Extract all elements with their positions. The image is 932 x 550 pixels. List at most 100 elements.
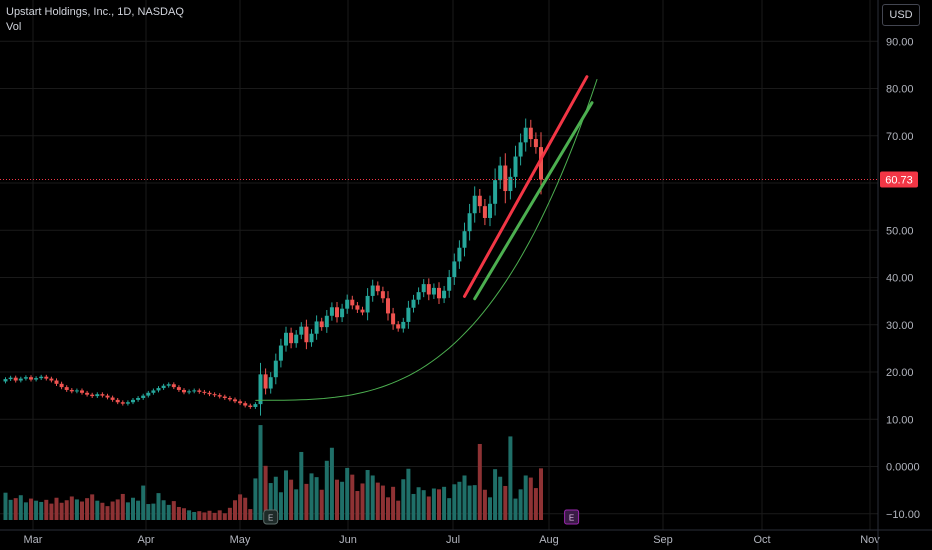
volume-bar xyxy=(278,492,283,520)
volume-bar xyxy=(54,497,59,520)
candle-body xyxy=(401,321,406,329)
volume-bar xyxy=(156,493,161,520)
candle-body xyxy=(192,390,197,392)
candle-body xyxy=(44,376,49,379)
candle-body xyxy=(141,395,146,398)
price-axis-label: 30.00 xyxy=(886,320,914,332)
candle-body xyxy=(294,334,299,344)
candle-body xyxy=(350,299,355,306)
candle-body xyxy=(467,213,472,232)
candle-body xyxy=(151,390,156,393)
volume-bar xyxy=(248,509,253,520)
earnings-marker-label: E xyxy=(268,514,273,523)
volume-bar xyxy=(110,501,115,520)
candle-body xyxy=(493,180,498,204)
resistance-trendline[interactable] xyxy=(463,75,589,298)
volume-bar xyxy=(176,506,181,520)
volume-bar xyxy=(136,500,141,520)
volume-bar xyxy=(523,475,528,520)
volume-bar xyxy=(340,481,345,520)
candle-body xyxy=(442,290,447,299)
date-axis-label: Jul xyxy=(446,534,460,546)
candle-body xyxy=(447,277,452,291)
candle-body xyxy=(80,390,84,393)
volume-bar xyxy=(493,469,498,520)
volume-bar xyxy=(431,488,436,520)
volume-bar xyxy=(8,499,13,520)
volume-bar xyxy=(80,501,84,520)
earnings-marker[interactable] xyxy=(564,509,580,525)
volume-bar xyxy=(539,468,543,520)
candle-body xyxy=(523,127,528,143)
candle-body xyxy=(146,392,151,396)
candle-body xyxy=(248,405,253,407)
volume-bar xyxy=(49,503,54,520)
candle-body xyxy=(212,394,217,396)
volume-bar xyxy=(462,475,467,520)
date-axis-label: May xyxy=(230,534,251,546)
candle-body xyxy=(115,399,120,403)
candle-body xyxy=(386,298,390,314)
volume-bar xyxy=(411,493,416,520)
candle-body xyxy=(273,360,278,378)
candle-body xyxy=(100,394,105,396)
candle-body xyxy=(197,390,202,392)
candle-body xyxy=(13,377,18,381)
support-trendline[interactable] xyxy=(473,101,594,301)
candle-body xyxy=(477,195,482,207)
volume-bar xyxy=(44,499,49,520)
earnings-marker[interactable] xyxy=(263,509,279,525)
candle-body xyxy=(289,332,294,344)
volume-bar xyxy=(202,512,207,520)
candle-body xyxy=(18,378,23,381)
volume-bar xyxy=(533,488,538,520)
volume-bar xyxy=(120,493,125,520)
volume-bar xyxy=(503,485,508,520)
candle-body xyxy=(518,142,523,157)
candle-body xyxy=(335,307,339,318)
volume-bar xyxy=(452,484,457,520)
price-axis-label: 70.00 xyxy=(886,131,914,143)
candle-body xyxy=(49,378,54,381)
volume-bar xyxy=(161,500,166,520)
volume-label: Vol xyxy=(6,21,22,33)
last-price-label: 60.73 xyxy=(885,175,913,187)
volume-bar xyxy=(518,489,523,520)
candle-body xyxy=(69,389,74,392)
volume-bar xyxy=(90,494,95,520)
candle-body xyxy=(39,376,44,379)
date-axis-label: Apr xyxy=(137,534,154,546)
volume-bar xyxy=(217,510,222,520)
volume-bar xyxy=(513,498,518,520)
candle-body xyxy=(284,332,288,346)
candle-body xyxy=(176,387,181,390)
candle-body xyxy=(227,397,232,400)
volume-bar xyxy=(253,478,258,520)
candle-body xyxy=(187,391,192,393)
candle-body xyxy=(472,195,477,214)
volume-bar xyxy=(273,476,278,520)
volume-bar xyxy=(18,495,23,520)
candle-body xyxy=(110,397,115,400)
candle-body xyxy=(370,285,375,296)
volume-bar xyxy=(437,489,441,520)
volume-bar xyxy=(508,436,513,520)
volume-bar xyxy=(467,485,472,520)
candle-body xyxy=(95,394,100,397)
volume-bar xyxy=(258,425,263,520)
parabolic-curve[interactable] xyxy=(255,78,598,401)
volume-bar xyxy=(355,491,360,520)
volume-bar xyxy=(151,503,156,520)
candle-body xyxy=(329,307,334,316)
volume-bar xyxy=(3,492,8,520)
candle-body xyxy=(503,165,508,192)
volume-bar xyxy=(401,479,406,520)
volume-bar xyxy=(472,485,477,520)
volume-bar xyxy=(406,468,411,520)
candle-body xyxy=(54,380,59,384)
volume-bar xyxy=(329,447,334,520)
candle-body xyxy=(411,299,416,308)
currency-button[interactable]: USD xyxy=(882,4,920,26)
candle-body xyxy=(278,345,283,361)
